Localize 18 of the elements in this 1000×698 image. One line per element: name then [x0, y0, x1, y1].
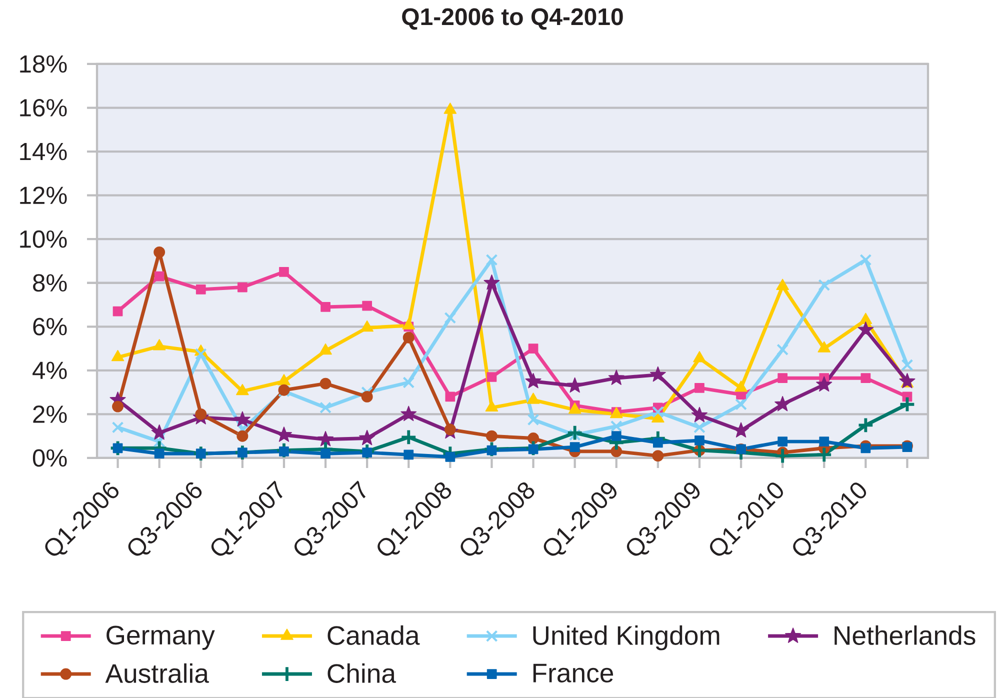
y-tick-label: 4%: [32, 362, 67, 380]
y-tick-label: 18%: [20, 55, 67, 73]
y-tick-label: 0%: [32, 449, 67, 467]
y-tick-label: 10%: [20, 230, 67, 248]
legend-label: China: [328, 663, 396, 683]
y-tick-label: 16%: [20, 99, 67, 117]
chart-title: Q1-2006 to Q4-2010: [402, 8, 623, 30]
y-tick-label: 2%: [33, 406, 67, 423]
y-tick-label: 6%: [33, 318, 67, 336]
y-tick-label: 14%: [20, 142, 67, 160]
legend-label: Germany: [106, 626, 215, 650]
y-tick-label: 12%: [20, 186, 67, 204]
legend-label: Canada: [328, 625, 420, 645]
legend-label: United Kingdom: [533, 625, 720, 650]
legend-label: France: [533, 664, 614, 682]
legend-label: Netherlands: [834, 625, 976, 645]
legend-label: Australia: [105, 663, 209, 683]
y-tick-label: 8%: [33, 274, 67, 292]
